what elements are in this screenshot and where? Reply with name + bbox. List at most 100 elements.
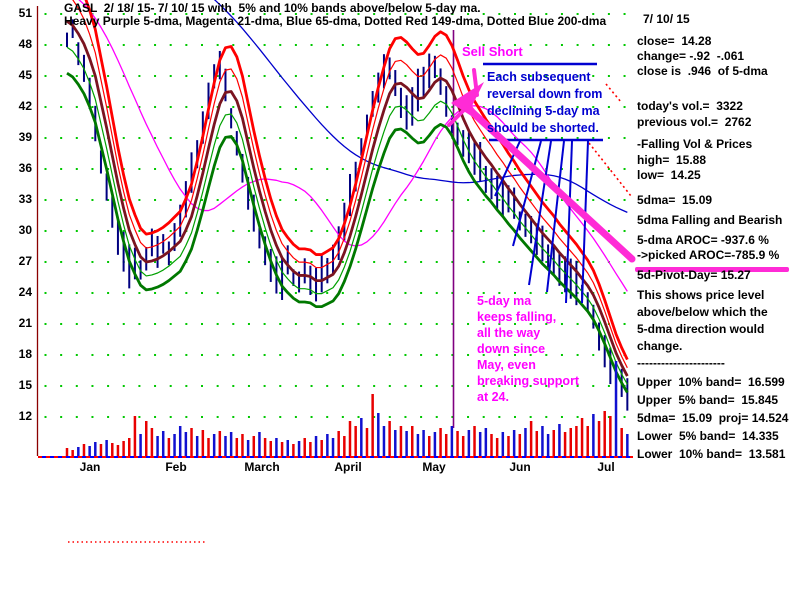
panel-line: low= 14.25	[637, 168, 701, 182]
grid-dot	[576, 43, 579, 46]
grid-dot	[44, 322, 47, 325]
grid-dot	[341, 167, 344, 170]
grid-dot	[232, 43, 235, 46]
grid-dot	[279, 291, 282, 294]
price-axis-label: 33	[18, 191, 32, 206]
grid-dot	[138, 13, 141, 15]
grid-dot	[232, 384, 235, 387]
grid-dot	[91, 136, 94, 139]
grid-dot	[623, 43, 626, 46]
grid-dot	[357, 136, 360, 139]
grid-dot	[279, 229, 282, 232]
grid-dot	[216, 291, 219, 294]
grid-dot	[451, 167, 454, 170]
grid-dot	[545, 415, 548, 418]
grid-dot	[623, 291, 626, 294]
grid-dot	[482, 198, 485, 201]
grid-dot	[138, 384, 141, 387]
grid-dot	[451, 353, 454, 356]
grid-dot	[263, 322, 266, 325]
grid-dot	[294, 291, 297, 294]
panel-line: close= 14.28	[637, 34, 712, 48]
grid-dot	[420, 384, 423, 387]
grid-dot	[44, 229, 47, 232]
chart-title-line2: Heavy Purple 5-dma, Magenta 21-dma, Blue…	[64, 14, 607, 28]
grid-dot	[310, 291, 313, 294]
grid-dot	[435, 13, 438, 15]
grid-dot	[169, 322, 172, 325]
grid-dot	[201, 198, 203, 201]
grid-dot	[451, 415, 454, 418]
grid-dot	[357, 43, 360, 46]
grid-dot	[60, 74, 63, 77]
grid-dot	[263, 167, 266, 170]
grid-dot	[623, 136, 626, 139]
grid-dot	[107, 384, 110, 387]
grid-dot	[310, 260, 313, 263]
grid-dot	[216, 74, 219, 77]
grid-dot	[310, 13, 313, 15]
grid-dot	[247, 384, 250, 387]
trend-line-steep	[528, 140, 552, 286]
grid-dot	[607, 74, 610, 77]
grid-dot	[44, 198, 47, 201]
grid-dot	[326, 74, 329, 77]
grid-dot	[545, 322, 548, 325]
grid-dot	[294, 384, 297, 387]
grid-dot	[294, 415, 297, 418]
grid-dot	[169, 13, 172, 15]
month-label: Feb	[165, 460, 187, 474]
grid-dot	[154, 13, 157, 15]
grid-dot	[404, 353, 407, 356]
grid-dot	[44, 384, 47, 387]
grid-dot	[514, 260, 516, 263]
grid-dot	[263, 415, 266, 418]
grid-dot	[435, 74, 438, 77]
grid-dot	[310, 415, 313, 418]
grid-dot	[91, 384, 94, 387]
grid-dot	[623, 13, 626, 15]
grid-dot	[435, 384, 438, 387]
grid-dot	[154, 167, 157, 170]
grid-dot	[498, 229, 501, 232]
sell-arrow-streak	[447, 109, 465, 127]
magenta-note-line: at 24.	[477, 390, 509, 404]
panel-line: Upper 10% band= 16.599	[637, 375, 785, 389]
grid-dot	[326, 43, 329, 46]
grid-dot	[514, 322, 516, 325]
grid-dot	[529, 415, 532, 418]
grid-dot	[107, 198, 110, 201]
grid-dot	[451, 74, 454, 77]
grid-dot	[75, 198, 78, 201]
grid-dot	[326, 322, 329, 325]
grid-dot	[623, 74, 626, 77]
grid-dot	[404, 260, 407, 263]
blue-note-line: should be shorted.	[487, 121, 599, 135]
grid-dot	[498, 322, 501, 325]
grid-dot	[154, 353, 157, 356]
grid-dot	[232, 415, 235, 418]
grid-dot	[576, 415, 579, 418]
grid-dot	[623, 415, 626, 418]
grid-dot	[514, 13, 516, 15]
grid-dot	[154, 322, 157, 325]
grid-dot	[107, 43, 110, 46]
grid-dot	[60, 384, 63, 387]
grid-dot	[592, 105, 595, 108]
grid-dot	[388, 322, 391, 325]
grid-dot	[263, 74, 266, 77]
grid-dot	[216, 415, 219, 418]
grid-dot	[310, 353, 313, 356]
grid-dot	[420, 415, 423, 418]
grid-dot	[607, 384, 610, 387]
grid-dot	[44, 415, 47, 418]
grid-dot	[138, 105, 141, 108]
grid-dot	[326, 13, 329, 15]
grid-dot	[404, 105, 407, 108]
grid-dot	[576, 198, 579, 201]
grid-dot	[201, 260, 203, 263]
grid-dot	[357, 260, 360, 263]
grid-dot	[435, 167, 438, 170]
grid-dot	[263, 291, 266, 294]
grid-dot	[592, 260, 595, 263]
